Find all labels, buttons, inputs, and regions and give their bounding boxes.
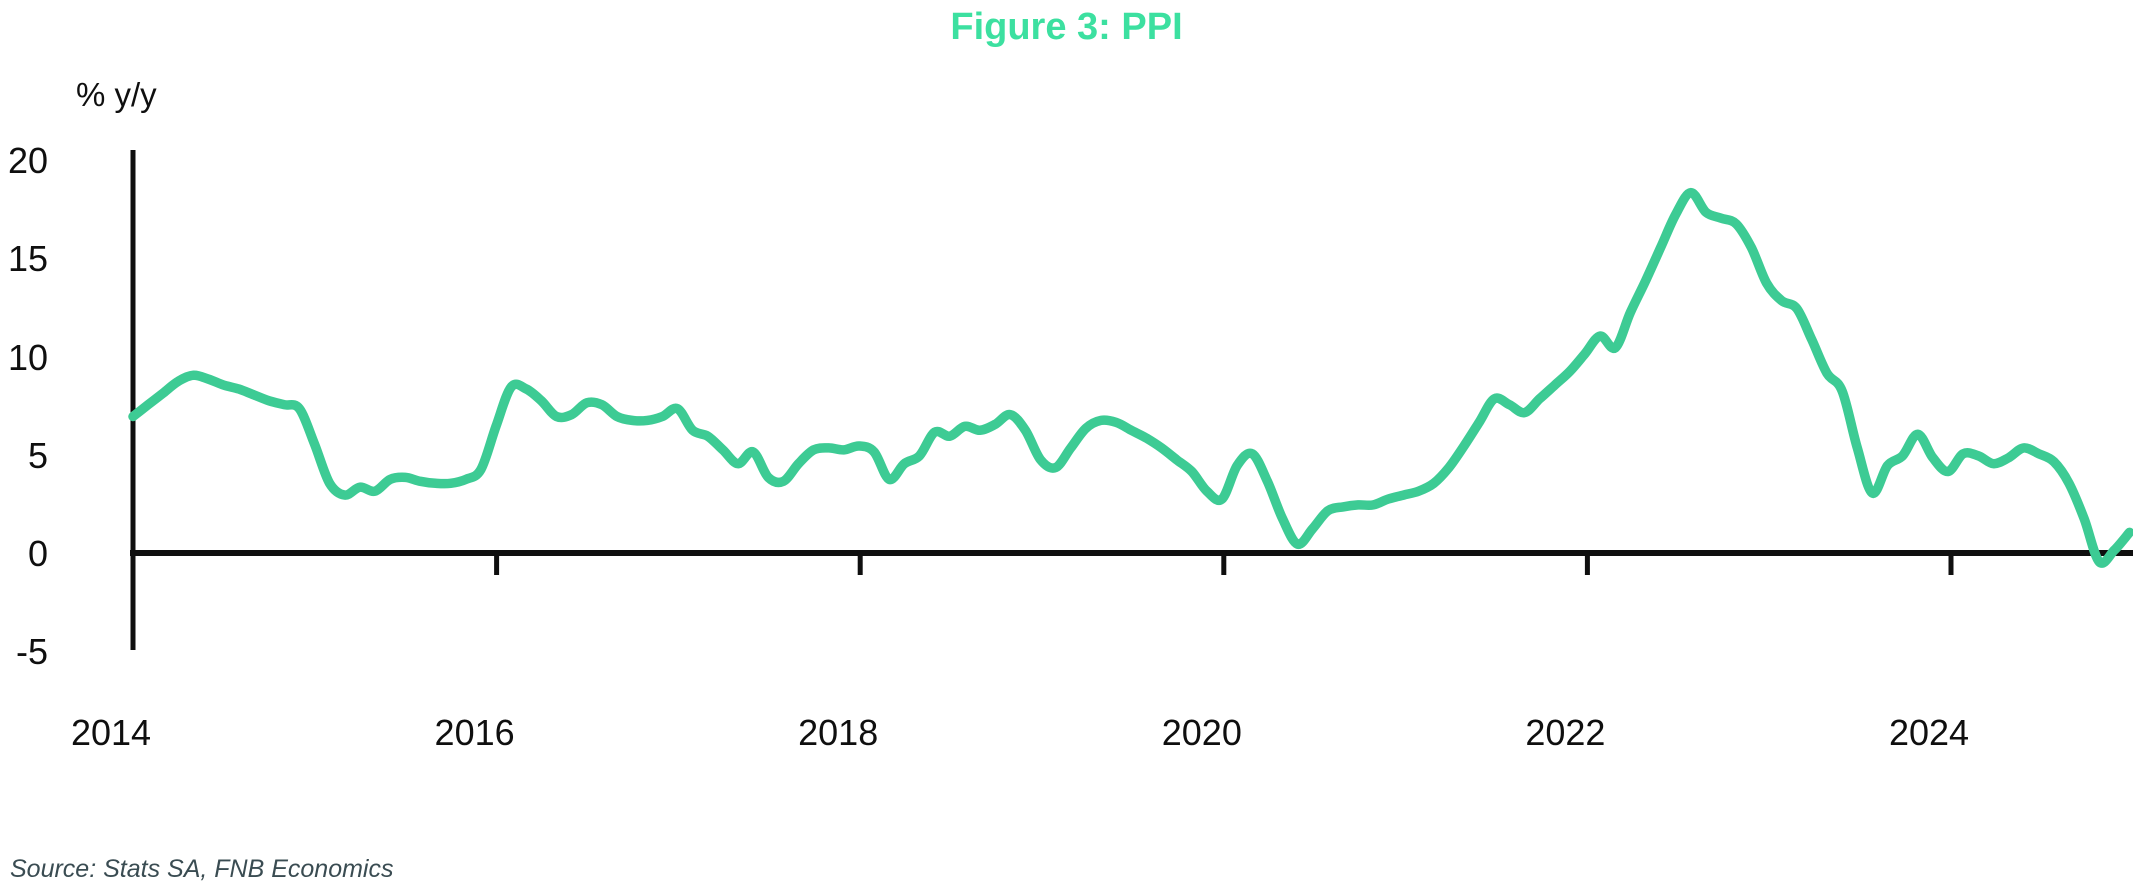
x-tick-label: 2024 — [1888, 712, 1970, 753]
y-tick-label: 0 — [27, 533, 48, 574]
y-tick-label: 10 — [7, 336, 48, 378]
y-tick-label: 5 — [27, 434, 48, 476]
x-tick-label: 2014 — [70, 712, 152, 753]
x-axis-tick — [1584, 550, 1590, 575]
x-axis-tick — [130, 550, 136, 575]
x-axis-tick — [1948, 550, 1954, 575]
chart-title: Figure 3: PPI — [950, 6, 1183, 48]
x-tick-label: 2022 — [1525, 712, 1606, 753]
y-tick-label: -5 — [15, 631, 48, 673]
ppi-series-line — [128, 187, 2133, 568]
y-axis-line — [130, 150, 136, 650]
x-tick-label: 2020 — [1161, 712, 1242, 753]
x-axis-tick — [494, 550, 500, 575]
axes — [130, 150, 2133, 650]
y-tick-label: 20 — [7, 140, 48, 182]
x-tick-label: 2016 — [434, 712, 515, 753]
y-tick-label: 15 — [7, 238, 48, 280]
x-axis-tick — [1221, 550, 1227, 575]
x-axis-tick — [857, 550, 863, 575]
x-axis-line — [130, 550, 2133, 556]
y-axis-unit-label: % y/y — [76, 76, 157, 113]
source-note: Source: Stats SA, FNB Economics — [10, 855, 394, 883]
x-tick-label: 2018 — [798, 712, 879, 753]
